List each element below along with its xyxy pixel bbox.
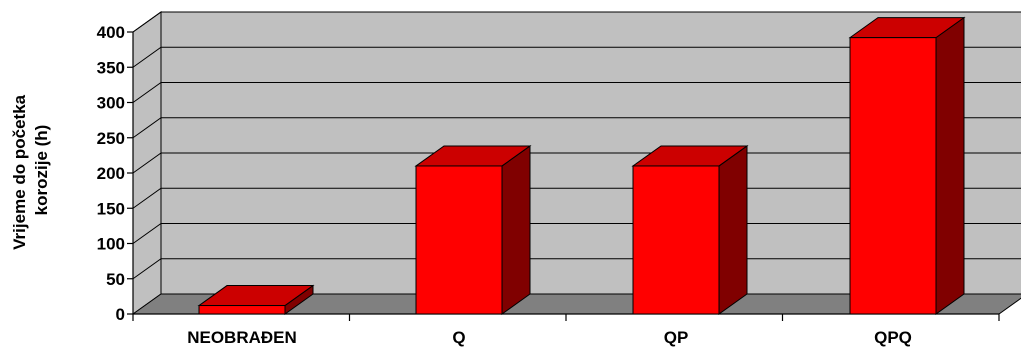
y-tick-label: 350 (97, 58, 125, 77)
gridline (132, 117, 1021, 139)
x-tick-labels: NEOBRAĐEN Q QP QPQ (187, 328, 912, 347)
bar-side (718, 144, 748, 315)
y-tick-label: 100 (97, 235, 125, 254)
bar-side (501, 144, 531, 315)
y-tick-label: 50 (106, 270, 125, 289)
bar-front (632, 165, 720, 315)
bar-front (849, 37, 937, 315)
x-tick-label: Q (452, 328, 465, 347)
y-tick-label: 400 (97, 23, 125, 42)
y-tick-label: 250 (97, 129, 125, 148)
bar-side (935, 16, 965, 315)
y-tick-label: 150 (97, 199, 125, 218)
y-tick-label: 0 (116, 305, 125, 324)
y-tick-label: 300 (97, 94, 125, 113)
y-tick-labels: 0 50 100 150 200 250 300 350 400 (97, 23, 125, 324)
x-tick-label: QPQ (874, 328, 912, 347)
bar (197, 284, 315, 315)
x-tick-label: NEOBRAĐEN (187, 328, 297, 347)
bars (197, 16, 966, 315)
y-axis-label: Vrijeme do početka korozije (h) (10, 90, 51, 250)
gridline (132, 46, 1021, 68)
y-tick-label: 200 (97, 164, 125, 183)
bar-front (415, 165, 503, 315)
bar (631, 144, 749, 315)
bar-front (198, 305, 286, 315)
gridline (132, 82, 1021, 103)
bar (848, 16, 966, 315)
y-axis-label-line-1: Vrijeme do početka (10, 94, 29, 249)
bar (414, 144, 532, 315)
gridline (132, 11, 1021, 33)
x-tick-label: QP (664, 328, 689, 347)
y-axis-label-line-2: korozije (h) (32, 125, 51, 216)
